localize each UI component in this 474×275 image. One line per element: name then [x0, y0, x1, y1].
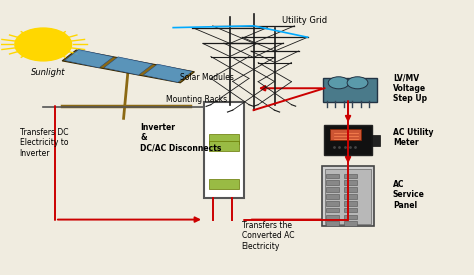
- FancyBboxPatch shape: [344, 221, 356, 226]
- FancyBboxPatch shape: [209, 178, 239, 189]
- Circle shape: [15, 28, 72, 61]
- FancyBboxPatch shape: [323, 78, 377, 102]
- Polygon shape: [64, 50, 113, 68]
- Text: AC Utility
Meter: AC Utility Meter: [393, 128, 433, 147]
- FancyBboxPatch shape: [326, 187, 338, 192]
- FancyBboxPatch shape: [326, 221, 338, 226]
- FancyBboxPatch shape: [326, 201, 338, 206]
- Text: Utility Grid: Utility Grid: [282, 16, 327, 24]
- FancyBboxPatch shape: [326, 208, 338, 213]
- FancyBboxPatch shape: [344, 194, 356, 199]
- Circle shape: [328, 77, 349, 89]
- Polygon shape: [104, 57, 153, 75]
- FancyBboxPatch shape: [322, 166, 374, 226]
- FancyBboxPatch shape: [326, 194, 338, 199]
- FancyBboxPatch shape: [204, 102, 244, 198]
- FancyBboxPatch shape: [344, 174, 356, 178]
- FancyBboxPatch shape: [326, 180, 338, 185]
- FancyBboxPatch shape: [330, 129, 361, 140]
- FancyBboxPatch shape: [324, 125, 372, 155]
- FancyBboxPatch shape: [344, 208, 356, 213]
- Text: Transfers the
Converted AC
Electricity: Transfers the Converted AC Electricity: [242, 221, 294, 251]
- Text: LV/MV
Voltage
Step Up: LV/MV Voltage Step Up: [393, 73, 427, 103]
- Polygon shape: [62, 50, 194, 83]
- Text: Mounting Racks: Mounting Racks: [166, 95, 227, 104]
- FancyBboxPatch shape: [344, 215, 356, 219]
- FancyBboxPatch shape: [209, 134, 239, 144]
- Text: AC
Service
Panel: AC Service Panel: [393, 180, 425, 210]
- Text: Sunlight: Sunlight: [31, 68, 65, 76]
- Text: Solar Modules: Solar Modules: [180, 73, 234, 82]
- FancyBboxPatch shape: [209, 141, 239, 151]
- FancyBboxPatch shape: [372, 135, 380, 146]
- Text: Transfers DC
Electricity to
Inverter: Transfers DC Electricity to Inverter: [19, 128, 68, 158]
- FancyBboxPatch shape: [326, 215, 338, 219]
- Text: Inverter
&
DC/AC Disconnects: Inverter & DC/AC Disconnects: [140, 123, 221, 152]
- FancyBboxPatch shape: [326, 174, 338, 178]
- Circle shape: [347, 77, 368, 89]
- FancyBboxPatch shape: [344, 187, 356, 192]
- FancyBboxPatch shape: [325, 169, 371, 224]
- Polygon shape: [143, 64, 192, 82]
- FancyBboxPatch shape: [344, 180, 356, 185]
- FancyBboxPatch shape: [344, 201, 356, 206]
